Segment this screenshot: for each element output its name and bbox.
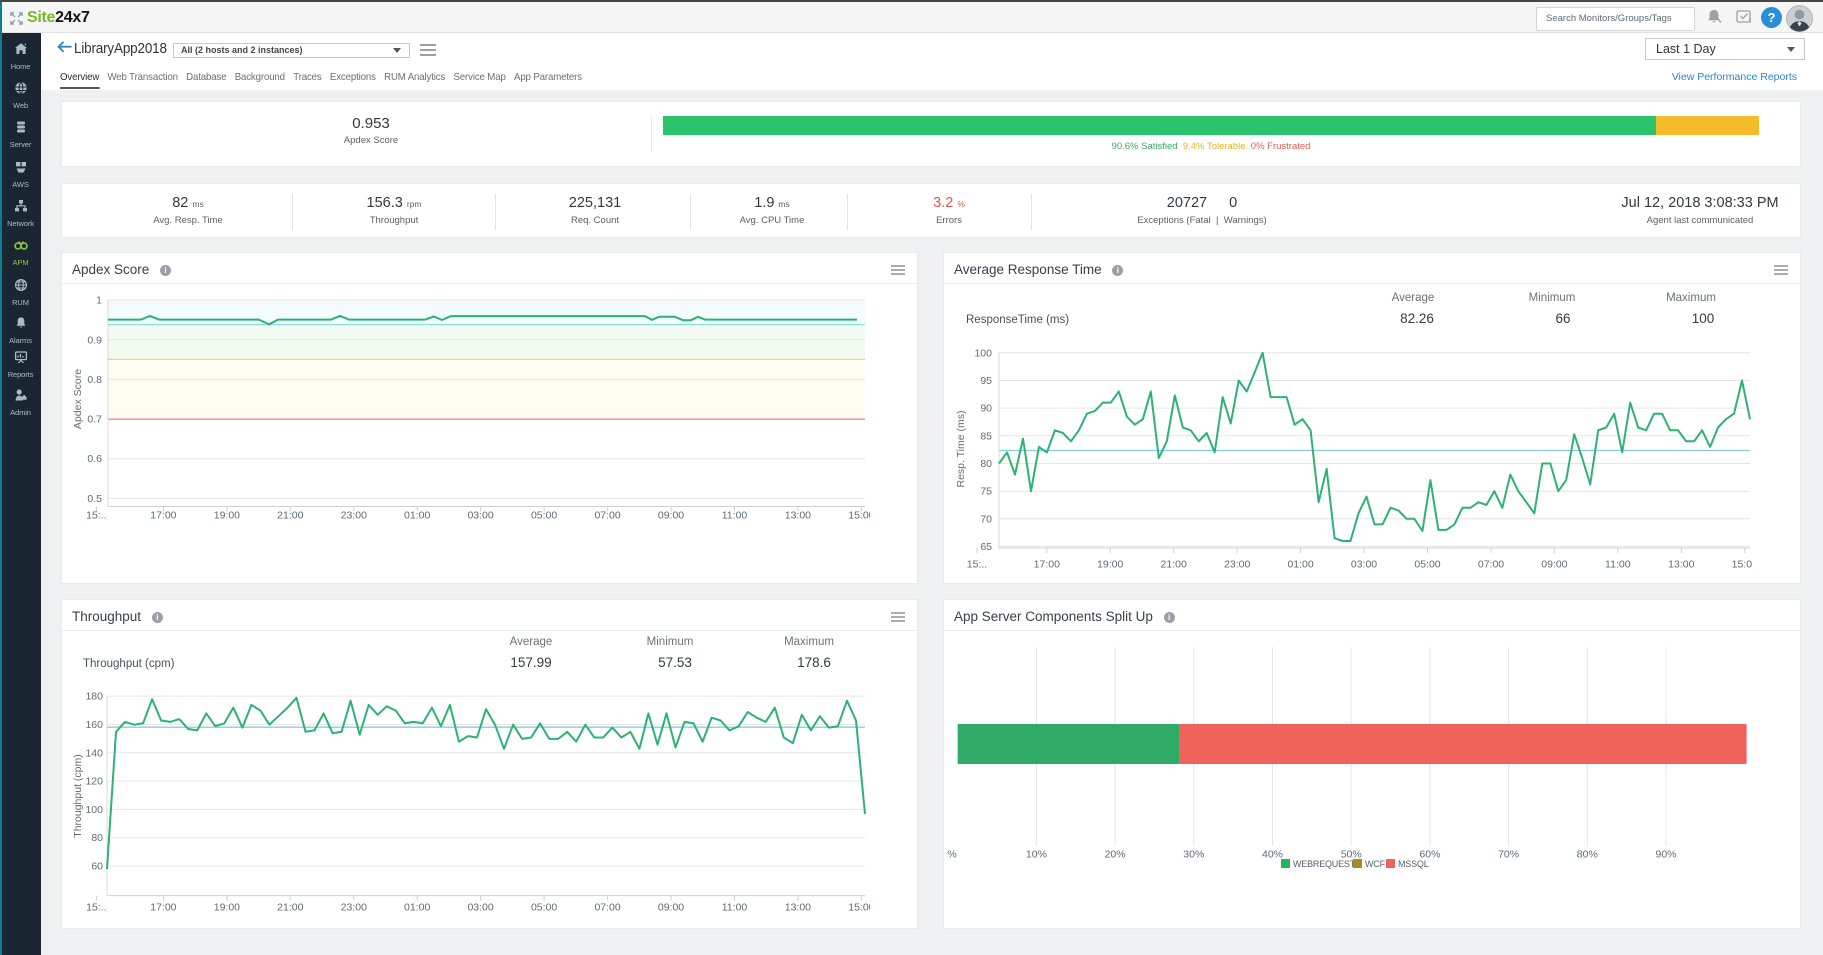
svg-text:100: 100 <box>1692 311 1715 326</box>
svg-text:01:00: 01:00 <box>1287 559 1313 571</box>
svg-text:23:00: 23:00 <box>341 510 367 522</box>
svg-text:60: 60 <box>91 861 103 873</box>
svg-text:15:..: 15:.. <box>967 559 987 571</box>
svg-text:100: 100 <box>974 347 992 359</box>
svg-text:66: 66 <box>1555 311 1570 326</box>
svg-text:15:..: 15:.. <box>86 510 106 522</box>
svg-text:140: 140 <box>85 747 103 759</box>
svg-text:80: 80 <box>91 832 103 844</box>
svg-text:15:00: 15:00 <box>848 510 870 522</box>
svg-text:70%: 70% <box>1498 849 1519 861</box>
svg-text:80%: 80% <box>1577 849 1598 861</box>
svg-text:23:00: 23:00 <box>1224 559 1250 571</box>
svg-text:09:00: 09:00 <box>1541 559 1567 571</box>
svg-text:0.8: 0.8 <box>87 374 102 386</box>
svg-text:ResponseTime (ms): ResponseTime (ms) <box>966 314 1069 326</box>
svg-text:21:00: 21:00 <box>277 902 303 914</box>
svg-text:11:00: 11:00 <box>1605 559 1631 571</box>
svg-text:23:00: 23:00 <box>341 902 367 914</box>
svg-text:90: 90 <box>980 403 992 415</box>
svg-text:07:00: 07:00 <box>594 510 620 522</box>
svg-text:0.6: 0.6 <box>87 453 102 465</box>
svg-text:160: 160 <box>85 719 103 731</box>
svg-text:Average: Average <box>1392 292 1435 304</box>
svg-text:30%: 30% <box>1183 849 1204 861</box>
svg-text:05:00: 05:00 <box>1414 559 1440 571</box>
svg-text:82.26: 82.26 <box>1400 311 1434 326</box>
svg-text:Throughput (cpm): Throughput (cpm) <box>83 658 175 670</box>
svg-text:01:00: 01:00 <box>404 510 430 522</box>
svg-text:80: 80 <box>980 458 992 470</box>
svg-text:WCF: WCF <box>1365 859 1386 869</box>
svg-text:Resp. Time (ms): Resp. Time (ms) <box>955 410 967 487</box>
svg-text:Minimum: Minimum <box>647 636 694 648</box>
svg-text:Average: Average <box>510 636 553 648</box>
svg-text:13:00: 13:00 <box>785 902 811 914</box>
svg-text:60%: 60% <box>1419 849 1440 861</box>
svg-text:180: 180 <box>85 691 103 703</box>
svg-text:Apdex Score: Apdex Score <box>72 369 84 429</box>
svg-text:19:00: 19:00 <box>1097 559 1123 571</box>
svg-text:Maximum: Maximum <box>1666 292 1716 304</box>
svg-text:13:00: 13:00 <box>785 510 811 522</box>
svg-text:07:00: 07:00 <box>1478 559 1504 571</box>
svg-text:15:..: 15:.. <box>86 902 106 914</box>
svg-text:03:00: 03:00 <box>467 902 493 914</box>
svg-text:%: % <box>947 849 956 861</box>
svg-text:Throughput (cpm): Throughput (cpm) <box>72 754 84 837</box>
svg-text:11:00: 11:00 <box>722 902 748 914</box>
svg-text:178.6: 178.6 <box>797 655 831 670</box>
svg-text:40%: 40% <box>1262 849 1283 861</box>
svg-text:157.99: 157.99 <box>510 655 551 670</box>
svg-text:0.7: 0.7 <box>87 414 102 426</box>
svg-text:17:00: 17:00 <box>150 510 176 522</box>
svg-text:15:00: 15:00 <box>1732 559 1752 571</box>
svg-text:70: 70 <box>980 513 992 525</box>
svg-text:13:00: 13:00 <box>1668 559 1694 571</box>
svg-text:75: 75 <box>980 486 992 498</box>
svg-text:09:00: 09:00 <box>658 902 684 914</box>
svg-text:Maximum: Maximum <box>784 636 834 648</box>
svg-text:07:00: 07:00 <box>594 902 620 914</box>
svg-text:19:00: 19:00 <box>214 510 240 522</box>
svg-text:21:00: 21:00 <box>277 510 303 522</box>
svg-text:90%: 90% <box>1655 849 1676 861</box>
svg-text:65: 65 <box>980 541 992 553</box>
svg-text:120: 120 <box>85 776 103 788</box>
svg-text:WEBREQUEST: WEBREQUEST <box>1293 859 1356 869</box>
svg-text:11:00: 11:00 <box>722 510 748 522</box>
svg-text:20%: 20% <box>1105 849 1126 861</box>
svg-text:1: 1 <box>96 295 102 307</box>
svg-text:0.5: 0.5 <box>87 493 102 505</box>
svg-text:57.53: 57.53 <box>658 655 692 670</box>
svg-text:Minimum: Minimum <box>1529 292 1576 304</box>
svg-text:03:00: 03:00 <box>1351 559 1377 571</box>
svg-text:85: 85 <box>980 430 992 442</box>
svg-text:05:00: 05:00 <box>531 510 557 522</box>
svg-text:10%: 10% <box>1026 849 1047 861</box>
svg-text:19:00: 19:00 <box>214 902 240 914</box>
svg-text:01:00: 01:00 <box>404 902 430 914</box>
svg-text:0.9: 0.9 <box>87 334 102 346</box>
svg-text:09:00: 09:00 <box>658 510 684 522</box>
svg-text:03:00: 03:00 <box>467 510 493 522</box>
svg-text:50%: 50% <box>1341 849 1362 861</box>
svg-text:21:00: 21:00 <box>1161 559 1187 571</box>
svg-text:05:00: 05:00 <box>531 902 557 914</box>
svg-text:MSSQL: MSSQL <box>1398 859 1429 869</box>
svg-text:95: 95 <box>980 375 992 387</box>
svg-text:100: 100 <box>85 804 103 816</box>
svg-text:15:00: 15:00 <box>848 902 870 914</box>
svg-text:17:00: 17:00 <box>150 902 176 914</box>
svg-text:17:00: 17:00 <box>1034 559 1060 571</box>
